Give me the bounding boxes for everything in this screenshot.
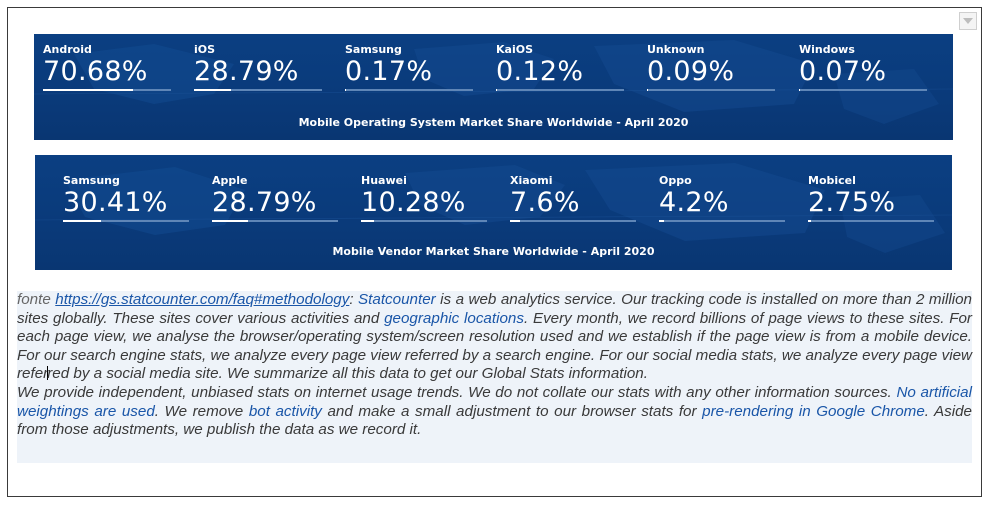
stat-bar-fill xyxy=(799,89,801,91)
stat-label: Huawei xyxy=(361,174,407,187)
stat-bar-fill xyxy=(194,89,231,91)
stat-label: Samsung xyxy=(345,43,402,56)
stat-samsung: Samsung 0.17% xyxy=(345,43,473,91)
stat-label: Xiaomi xyxy=(510,174,553,187)
colon: : xyxy=(349,291,354,308)
stat-bar-fill xyxy=(345,89,347,91)
stat-bar-fill xyxy=(212,220,249,222)
stat-bar-fill xyxy=(63,220,102,222)
text-span: is a web analytics service. Our tracking… xyxy=(17,291,972,327)
stat-bar xyxy=(212,220,338,222)
stat-bar xyxy=(194,89,322,91)
stat-bar-fill xyxy=(510,220,520,222)
stat-value: 10.28% xyxy=(361,187,466,218)
stat-label: Mobicel xyxy=(808,174,856,187)
bot-activity-link[interactable]: bot activity xyxy=(248,402,322,420)
stat-apple: Apple 28.79% xyxy=(212,174,338,222)
stat-bar xyxy=(799,89,927,91)
stat-label: Windows xyxy=(799,43,855,56)
geographic-locations-link[interactable]: geographic locations xyxy=(384,309,524,327)
stat-bar xyxy=(496,89,624,91)
stat-value: 2.75% xyxy=(808,187,896,218)
stat-xiaomi: Xiaomi 7.6% xyxy=(510,174,636,222)
methodology-text: fonte https://gs.statcounter.com/faq#met… xyxy=(17,291,972,463)
os-market-share-banner[interactable]: Android 70.68% iOS 28.79% Samsung 0.17% … xyxy=(34,34,953,140)
stat-value: 0.07% xyxy=(799,56,887,87)
text-span: . Aside from those adjustments, we publi… xyxy=(17,402,973,439)
paragraph-1: fonte https://gs.statcounter.com/faq#met… xyxy=(17,291,972,384)
text-span: red by a social media site. We summarize… xyxy=(47,365,648,383)
stat-label: Android xyxy=(43,43,92,56)
banner-caption: Mobile Vendor Market Share Worldwide - A… xyxy=(332,245,655,258)
stat-kaios: KaiOS 0.12% xyxy=(496,43,624,91)
stat-oppo: Oppo 4.2% xyxy=(659,174,785,222)
pre-rendering-link[interactable]: pre-rendering in Google Chrome xyxy=(702,402,925,420)
stat-value: 0.09% xyxy=(647,56,735,87)
stat-label: Apple xyxy=(212,174,248,187)
text-cursor xyxy=(47,366,49,381)
stat-value: 28.79% xyxy=(212,187,317,218)
text-span: and make a small adjustment to our brows… xyxy=(321,402,703,420)
stat-bar xyxy=(808,220,934,222)
stat-bar xyxy=(361,220,487,222)
stat-windows: Windows 0.07% xyxy=(799,43,927,91)
artificial-weightings-link[interactable]: No artificial weightings are used xyxy=(17,383,972,420)
stat-label: KaiOS xyxy=(496,43,533,56)
stat-bar xyxy=(647,89,775,91)
stat-bar xyxy=(659,220,785,222)
stat-value: 4.2% xyxy=(659,187,729,218)
stat-bar-fill xyxy=(659,220,665,222)
stat-bar xyxy=(63,220,189,222)
stat-bar-fill xyxy=(496,89,498,91)
statcounter-link[interactable]: Statcounter xyxy=(358,291,436,308)
world-map-background xyxy=(35,163,952,253)
stat-value: 70.68% xyxy=(43,56,148,87)
banner-caption: Mobile Operating System Market Share Wor… xyxy=(298,116,689,129)
stat-value: 28.79% xyxy=(194,56,299,87)
text-span: . We remove xyxy=(154,402,249,420)
stat-bar-fill xyxy=(43,89,134,91)
stat-label: Oppo xyxy=(659,174,692,187)
stat-bar xyxy=(345,89,473,91)
stat-android: Android 70.68% xyxy=(43,43,171,91)
stat-bar xyxy=(43,89,171,91)
stat-label: iOS xyxy=(194,43,216,56)
vendor-market-share-banner[interactable]: Samsung 30.41% Apple 28.79% Huawei 10.28… xyxy=(35,155,952,270)
text-span: . Every month, we record billions of pag… xyxy=(17,309,972,383)
stat-value: 30.41% xyxy=(63,187,168,218)
stat-label: Unknown xyxy=(647,43,705,56)
stat-samsung: Samsung 30.41% xyxy=(63,174,189,222)
text-span: We provide independent, unbiased stats o… xyxy=(17,383,897,401)
stat-bar-fill xyxy=(361,220,374,222)
stat-huawei: Huawei 10.28% xyxy=(361,174,487,222)
stat-value: 0.12% xyxy=(496,56,584,87)
stat-unknown: Unknown 0.09% xyxy=(647,43,775,91)
stat-bar-fill xyxy=(808,220,812,222)
source-label: fonte xyxy=(17,291,51,308)
paragraph-2: We provide independent, unbiased stats o… xyxy=(17,384,972,440)
stat-bar-fill xyxy=(647,89,649,91)
stat-ios: iOS 28.79% xyxy=(194,43,322,91)
stat-bar xyxy=(510,220,636,222)
stat-value: 7.6% xyxy=(510,187,580,218)
stat-value: 0.17% xyxy=(345,56,433,87)
methodology-link[interactable]: https://gs.statcounter.com/faq#methodolo… xyxy=(55,291,350,308)
stat-label: Samsung xyxy=(63,174,120,187)
stat-mobicel: Mobicel 2.75% xyxy=(808,174,934,222)
chevron-down-icon[interactable] xyxy=(959,12,977,30)
